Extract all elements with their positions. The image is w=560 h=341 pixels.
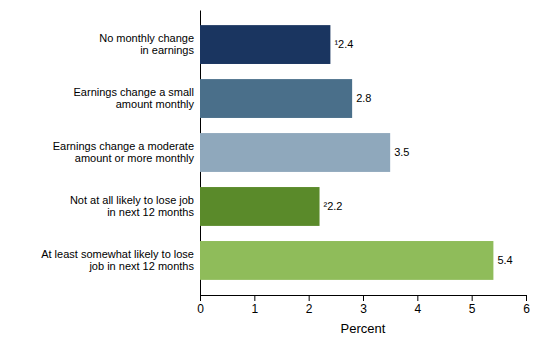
x-tick-label: 5 <box>469 302 476 316</box>
y-tick-label-line: amount monthly <box>116 98 195 110</box>
x-axis-title: Percent <box>341 321 386 336</box>
x-tick-label: 0 <box>197 302 204 316</box>
y-tick-label-line: in earnings <box>140 44 194 56</box>
y-tick-label-line: Not at all likely to lose job <box>70 194 194 206</box>
x-tick: 4 <box>414 295 421 316</box>
y-tick-label: No monthly changein earnings <box>99 32 194 57</box>
y-tick-label: Not at all likely to lose jobin next 12 … <box>70 194 195 219</box>
x-axis-line <box>201 296 527 302</box>
bars <box>200 25 493 280</box>
bar <box>200 25 330 64</box>
x-tick-label: 1 <box>251 302 258 316</box>
y-tick-label-line: in next 12 months <box>107 206 194 218</box>
y-tick: Not at all likely to lose jobin next 12 … <box>70 194 200 219</box>
x-tick-mark <box>417 295 418 301</box>
x-tick: 2 <box>306 295 313 316</box>
y-tick-label-line: Earnings change a small <box>74 86 194 98</box>
y-tick-label: At least somewhat likely to losejob in n… <box>41 248 194 273</box>
x-tick-mark <box>363 295 364 301</box>
bar <box>200 79 352 118</box>
x-tick: 0 <box>197 295 204 316</box>
y-tick-label-line: job in next 12 months <box>88 260 194 272</box>
y-tick: Earnings change a moderateamount or more… <box>53 140 200 165</box>
data-label: ²2.2 <box>324 200 343 212</box>
x-tick: 6 <box>523 295 530 316</box>
x-tick-mark <box>200 295 201 301</box>
bar <box>200 133 390 172</box>
y-tick-label-line: No monthly change <box>99 32 194 44</box>
x-tick-mark <box>472 295 473 301</box>
x-tick-label: 3 <box>360 302 367 316</box>
y-tick: At least somewhat likely to losejob in n… <box>41 248 200 273</box>
data-label: 5.4 <box>497 254 512 266</box>
x-tick: 1 <box>251 295 258 316</box>
bar <box>200 187 320 226</box>
y-tick-label-line: At least somewhat likely to lose <box>41 248 194 260</box>
data-label: 3.5 <box>394 146 409 158</box>
x-tick: 5 <box>469 295 476 316</box>
y-tick: Earnings change a smallamount monthly <box>74 86 200 111</box>
x-axis: 0 1 2 3 4 5 6 <box>197 295 530 316</box>
y-tick: No monthly changein earnings <box>99 32 200 57</box>
x-tick-mark <box>309 295 310 301</box>
y-tick-label: Earnings change a smallamount monthly <box>74 86 195 111</box>
x-tick-mark <box>254 295 255 301</box>
x-tick-mark <box>526 295 527 301</box>
x-tick-label: 6 <box>523 302 530 316</box>
plot: 0 1 2 3 4 5 6 Percent At least somewhat likely t… <box>41 11 530 337</box>
chart: 0 1 2 3 4 5 6 Percent At least somewhat likely t… <box>0 0 560 341</box>
y-tick-label-line: amount or more monthly <box>75 152 195 164</box>
x-tick-label: 2 <box>306 302 313 316</box>
data-label: 2.8 <box>356 92 371 104</box>
data-labels: 5.4 ²2.2 3.5 2.8 ¹2.4 <box>324 38 513 266</box>
x-tick-label: 4 <box>414 302 421 316</box>
data-label: ¹2.4 <box>334 38 353 50</box>
y-axis: At least somewhat likely to losejob in n… <box>41 11 200 296</box>
y-tick-label-line: Earnings change a moderate <box>53 140 194 152</box>
bar <box>200 241 493 280</box>
y-tick-label: Earnings change a moderateamount or more… <box>53 140 195 165</box>
x-tick: 3 <box>360 295 367 316</box>
